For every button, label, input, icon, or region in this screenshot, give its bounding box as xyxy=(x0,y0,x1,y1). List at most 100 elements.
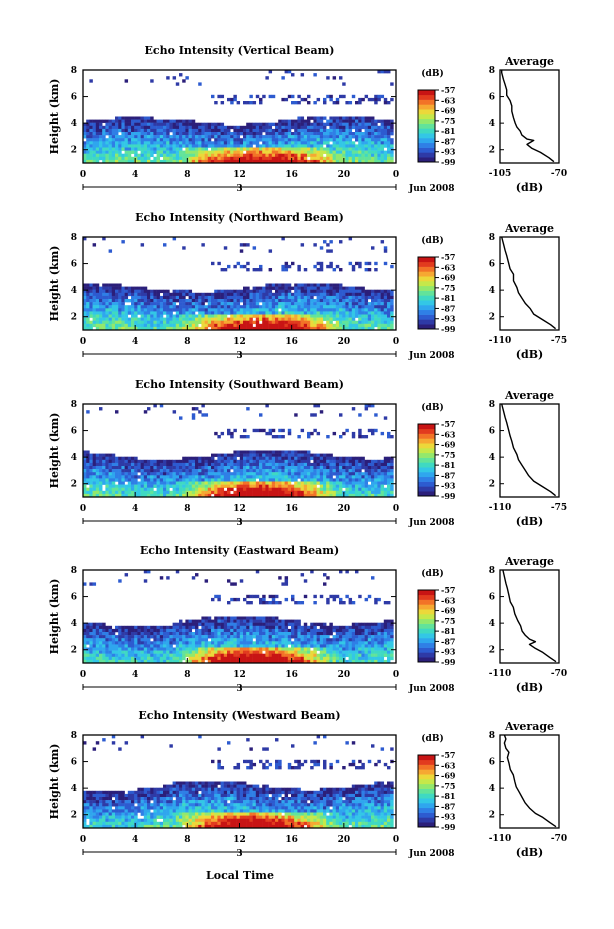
heatmap-cell xyxy=(246,286,250,290)
heatmap-cell xyxy=(230,632,234,636)
heatmap-cell xyxy=(297,264,301,269)
heatmap-cell xyxy=(358,484,362,488)
heatmap-cell xyxy=(387,141,391,145)
heatmap-cell xyxy=(351,156,356,161)
heatmap-cell xyxy=(143,138,148,142)
heatmap-cell xyxy=(182,632,186,636)
heatmap-cell xyxy=(111,125,116,130)
heatmap-cell xyxy=(134,326,138,331)
heatmap-cell xyxy=(102,317,106,321)
heatmap-cell xyxy=(300,459,305,464)
heatmap-cell xyxy=(236,459,241,464)
heatmap-cell xyxy=(188,317,193,321)
heatmap-cell xyxy=(204,125,209,130)
heatmap-cell xyxy=(355,119,359,123)
heatmap-cell xyxy=(153,459,157,464)
heatmap-cell xyxy=(291,453,295,457)
heatmap-cell xyxy=(313,594,317,599)
heatmap-cell xyxy=(92,635,97,639)
heatmap-cell xyxy=(271,122,276,127)
heatmap-cell xyxy=(204,490,209,495)
heatmap-cell xyxy=(134,122,138,127)
heatmap-cell xyxy=(361,308,365,312)
heatmap-cell xyxy=(198,456,202,461)
heatmap-cell xyxy=(204,459,209,464)
heatmap-cell xyxy=(220,484,225,488)
heatmap-cell xyxy=(361,456,365,461)
colorbar-swatch xyxy=(418,123,435,129)
heatmap-cell xyxy=(287,317,292,321)
heatmap-cell xyxy=(367,302,372,306)
heatmap-cell xyxy=(377,481,381,485)
heatmap-cell xyxy=(172,410,177,414)
heatmap-cell xyxy=(188,153,193,158)
heatmap-cell xyxy=(188,490,193,495)
heatmap-cell xyxy=(191,407,196,411)
heatmap-cell xyxy=(227,135,231,139)
heatmap-cell xyxy=(163,326,167,331)
heatmap-cell xyxy=(188,632,193,636)
heatmap-cell xyxy=(374,156,378,161)
heatmap-cell xyxy=(319,472,324,476)
heatmap-cell xyxy=(243,472,247,476)
heatmap-cell xyxy=(342,462,346,467)
heatmap-cell xyxy=(249,601,253,605)
heatmap-cell xyxy=(307,295,311,300)
heatmap-cell xyxy=(169,475,173,479)
heatmap-cell xyxy=(191,305,196,309)
heatmap-cell xyxy=(255,144,260,148)
heatmap-cell xyxy=(236,295,241,300)
heatmap-cell xyxy=(383,628,388,633)
heatmap-cell xyxy=(255,286,260,290)
heatmap-cell xyxy=(137,147,141,151)
heatmap-cell xyxy=(179,622,183,627)
heatmap-cell xyxy=(124,478,129,482)
heatmap-cell xyxy=(358,122,362,127)
heatmap-cell xyxy=(326,311,330,315)
heatmap-cell xyxy=(150,478,154,482)
heatmap-cell xyxy=(153,628,157,633)
heatmap-cell xyxy=(118,156,122,161)
heatmap-cell xyxy=(153,481,157,485)
colorbar-tick-label: -69 xyxy=(441,440,456,450)
heatmap-cell xyxy=(147,490,151,495)
heatmap-cell xyxy=(265,616,269,620)
heatmap-cell xyxy=(124,459,129,464)
heatmap-cell xyxy=(278,141,282,145)
heatmap-cell xyxy=(156,308,161,312)
heatmap-cell xyxy=(307,125,311,130)
heatmap-cell xyxy=(89,141,93,145)
heatmap-cell xyxy=(364,94,369,99)
heatmap-cell xyxy=(143,156,148,161)
heatmap-cell xyxy=(374,150,378,154)
heatmap-cell xyxy=(105,475,109,479)
heatmap-cell xyxy=(150,79,154,83)
heatmap-cell xyxy=(284,326,289,331)
heatmap-cell xyxy=(227,289,231,294)
heatmap-cell xyxy=(326,132,330,136)
heatmap-cell xyxy=(265,453,269,457)
heatmap-cell xyxy=(374,159,378,164)
heatmap-cell xyxy=(361,138,365,142)
heatmap-cell xyxy=(102,314,106,318)
heatmap-cell xyxy=(300,632,305,636)
heatmap-cell xyxy=(195,493,199,498)
heatmap-cell xyxy=(268,289,273,294)
heatmap-cell xyxy=(179,125,183,130)
heatmap-cell xyxy=(89,122,93,127)
heatmap-cell xyxy=(172,156,177,161)
heatmap-cell xyxy=(287,264,292,269)
heatmap-cell xyxy=(367,132,372,136)
heatmap-cell xyxy=(89,125,93,130)
heatmap-cell xyxy=(329,475,333,479)
heatmap-cell xyxy=(351,475,356,479)
heatmap-cell xyxy=(131,138,135,142)
heatmap-cell xyxy=(86,472,90,476)
heatmap-cell xyxy=(361,462,365,467)
heatmap-cell xyxy=(163,156,167,161)
heatmap-cell xyxy=(156,632,161,636)
heatmap-cell xyxy=(319,132,324,136)
heatmap-cell xyxy=(358,475,362,479)
heatmap-cell xyxy=(281,132,285,136)
heatmap-cell xyxy=(300,453,305,457)
